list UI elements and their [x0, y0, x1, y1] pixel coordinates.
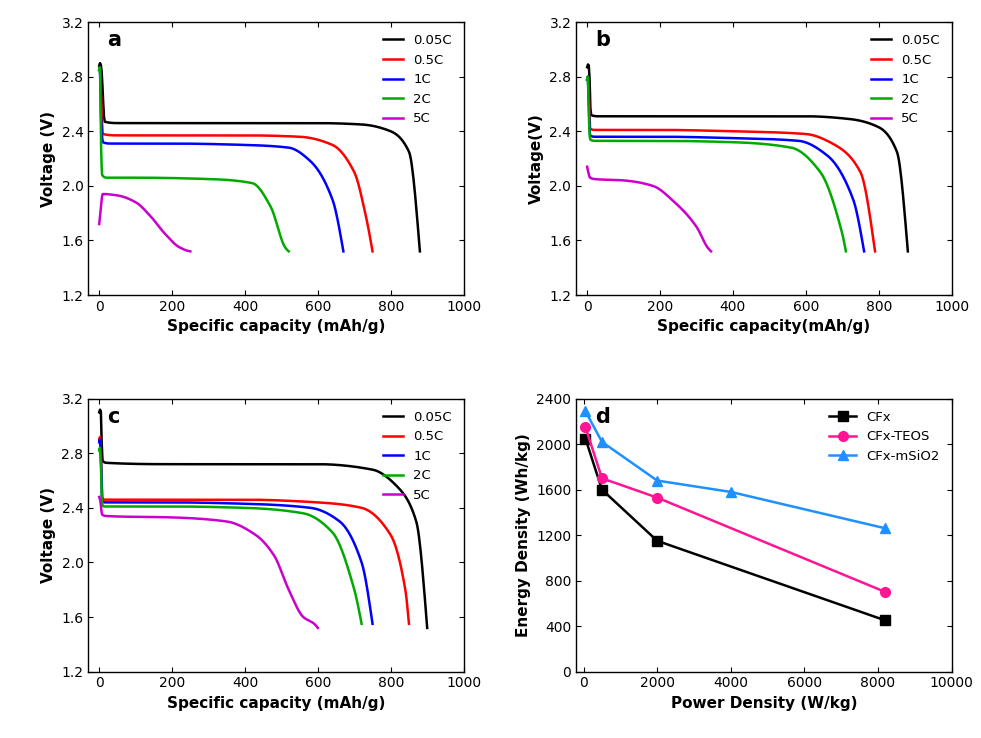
X-axis label: Power Density (W/kg): Power Density (W/kg)	[671, 696, 857, 711]
X-axis label: Specific capacity(mAh/g): Specific capacity(mAh/g)	[657, 320, 870, 334]
CFx	[879, 616, 891, 625]
X-axis label: Specific capacity (mAh/g): Specific capacity (mAh/g)	[167, 696, 386, 711]
CFx-TEOS	[879, 587, 891, 596]
Line: CFx-mSiO2: CFx-mSiO2	[581, 407, 890, 533]
CFx-TEOS	[580, 423, 592, 432]
Text: c: c	[107, 407, 120, 427]
Legend: CFx, CFx-TEOS, CFx-mSiO2: CFx, CFx-TEOS, CFx-mSiO2	[824, 405, 945, 468]
CFx-TEOS	[651, 493, 663, 502]
Y-axis label: Voltage (V): Voltage (V)	[41, 487, 56, 583]
Text: b: b	[595, 30, 610, 50]
CFx-mSiO2	[725, 488, 737, 497]
Y-axis label: Energy Density (Wh/kg): Energy Density (Wh/kg)	[516, 433, 531, 637]
CFx	[651, 537, 663, 545]
CFx-mSiO2	[879, 524, 891, 533]
CFx-mSiO2	[580, 407, 592, 415]
X-axis label: Specific capacity (mAh/g): Specific capacity (mAh/g)	[167, 320, 386, 334]
Text: d: d	[595, 407, 610, 427]
Line: CFx: CFx	[581, 434, 890, 625]
Legend: 0.05C, 0.5C, 1C, 2C, 5C: 0.05C, 0.5C, 1C, 2C, 5C	[378, 29, 457, 131]
CFx	[580, 434, 592, 443]
CFx	[596, 486, 608, 494]
Legend: 0.05C, 0.5C, 1C, 2C, 5C: 0.05C, 0.5C, 1C, 2C, 5C	[378, 405, 457, 507]
Text: a: a	[107, 30, 121, 50]
Line: CFx-TEOS: CFx-TEOS	[581, 422, 890, 597]
Legend: 0.05C, 0.5C, 1C, 2C, 5C: 0.05C, 0.5C, 1C, 2C, 5C	[865, 29, 945, 131]
Y-axis label: Voltage(V): Voltage(V)	[529, 113, 543, 204]
CFx-mSiO2	[596, 438, 608, 446]
CFx-TEOS	[596, 474, 608, 483]
Y-axis label: Voltage (V): Voltage (V)	[41, 111, 56, 207]
CFx-mSiO2	[651, 476, 663, 485]
